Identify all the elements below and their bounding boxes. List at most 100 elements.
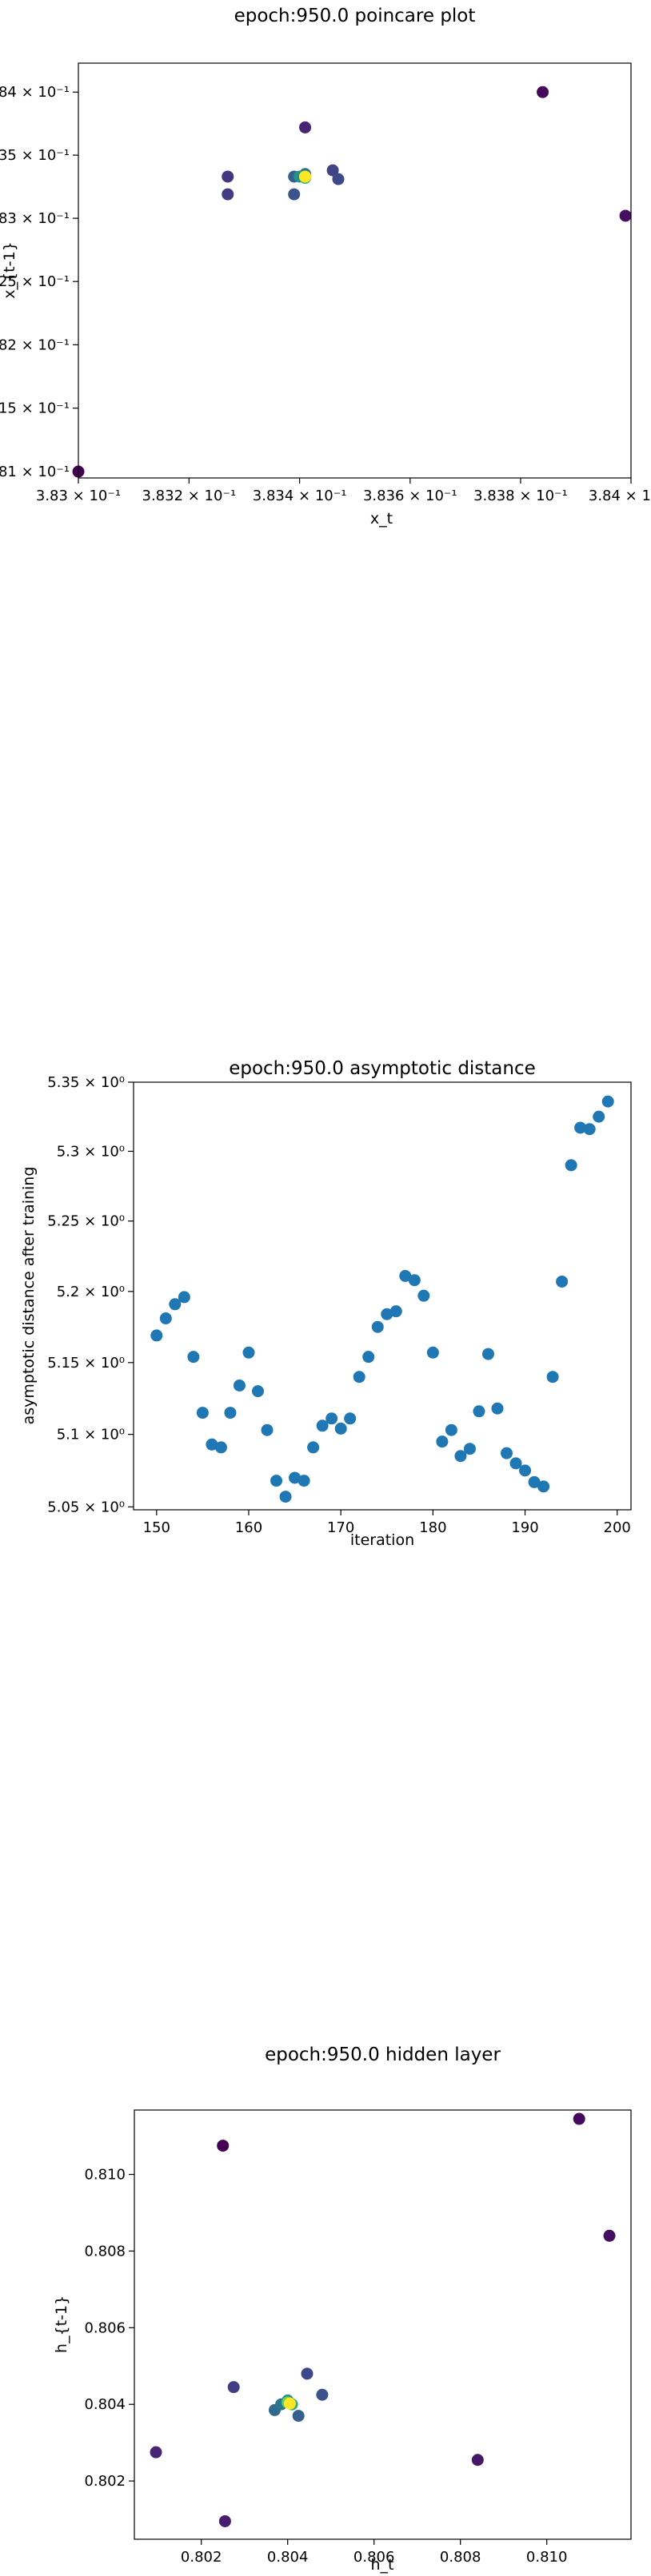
data-point — [196, 1407, 209, 1419]
data-point — [463, 1443, 476, 1455]
data-point — [603, 2229, 616, 2242]
data-point — [270, 1475, 283, 1487]
data-point — [298, 1475, 310, 1487]
data-point — [289, 1471, 302, 1484]
data-point — [206, 1438, 218, 1451]
chart-2: epoch:950.0 asymptotic distance 150 160 170… — [20, 1058, 632, 1549]
data-point — [316, 1419, 329, 1432]
y-tick-label: 0.806 — [84, 2319, 126, 2336]
data-point — [299, 170, 312, 183]
data-point — [601, 1095, 614, 1108]
y-tick-label: 5.2 × 10⁰ — [57, 1284, 125, 1300]
data-point — [187, 1351, 200, 1364]
data-point — [445, 1423, 457, 1436]
data-point — [436, 1435, 449, 1448]
data-point — [509, 1457, 522, 1470]
data-point — [169, 1298, 182, 1311]
data-point — [279, 1491, 292, 1503]
data-point — [242, 1346, 255, 1359]
data-point — [316, 2388, 329, 2401]
data-point — [362, 1351, 375, 1364]
x-tick-label: 3.834 × 10⁻¹ — [253, 488, 347, 504]
chart-3: epoch:950.0 hidden layer 0.802 0.804 0.806 0… — [53, 2044, 632, 2574]
x-tick-label: 3.84 × 10⁻¹ — [589, 488, 651, 504]
data-point — [288, 188, 301, 201]
y-tick-label: 3.82 × 10⁻¹ — [0, 336, 70, 353]
data-point — [619, 209, 632, 222]
data-point — [454, 1450, 467, 1463]
y-tick-label: 3.815 × 10⁻¹ — [0, 400, 70, 417]
data-point — [501, 1447, 513, 1459]
y-tick-label: 5.05 × 10⁰ — [47, 1499, 125, 1515]
chart-1: epoch:950.0 poincare plot 3.83 × 10⁻¹ 3.83… — [0, 6, 651, 528]
y-tick-label: 5.25 × 10⁰ — [47, 1213, 125, 1230]
x-tick-label: 0.810 — [526, 2549, 568, 2566]
data-point — [353, 1371, 365, 1384]
y-tick-label: 3.825 × 10⁻¹ — [0, 273, 70, 290]
data-point — [593, 1110, 605, 1123]
data-point — [426, 1346, 439, 1359]
data-point — [332, 173, 345, 185]
data-point — [150, 1329, 163, 1342]
data-point — [326, 164, 339, 177]
data-point — [214, 1441, 227, 1454]
y-tick-label: 5.35 × 10⁰ — [47, 1074, 125, 1091]
data-point — [537, 1480, 550, 1493]
data-point — [381, 1308, 393, 1320]
x-tick-label: 180 — [419, 1519, 446, 1536]
data-point — [537, 86, 549, 98]
data-point — [528, 1475, 541, 1488]
data-point — [233, 1379, 246, 1392]
x-axis-label: x_t — [370, 510, 393, 528]
data-point — [565, 1159, 577, 1172]
data-point — [573, 2112, 585, 2125]
y-axis-label: x_{t-1} — [1, 241, 18, 298]
x-tick-label: 3.83 × 10⁻¹ — [36, 488, 121, 504]
y-tick-label: 3.835 × 10⁻¹ — [0, 147, 70, 164]
x-tick-label: 200 — [604, 1519, 631, 1536]
x-tick-label: 190 — [511, 1519, 538, 1536]
x-axis-label: iteration — [350, 1531, 414, 1549]
data-point — [491, 1402, 504, 1415]
y-tick-label: 3.84 × 10⁻¹ — [0, 84, 70, 101]
y-tick-label: 5.3 × 10⁰ — [57, 1143, 125, 1160]
plot-frame — [78, 62, 632, 479]
data-point — [292, 2410, 305, 2423]
data-point — [399, 1269, 412, 1282]
chart-title: epoch:950.0 hidden layer — [265, 2044, 501, 2065]
data-point — [344, 1412, 357, 1425]
y-tick-label: 0.810 — [84, 2167, 126, 2184]
plot-frame — [133, 1081, 632, 1511]
y-tick-label: 0.804 — [84, 2396, 126, 2413]
x-tick-label: 0.808 — [440, 2549, 481, 2566]
y-axis-label: asymptotic distance after training — [20, 1167, 38, 1425]
data-point — [326, 1412, 338, 1425]
y-tick-label: 3.81 × 10⁻¹ — [0, 464, 70, 480]
data-point — [178, 1291, 190, 1304]
x-tick-label: 3.832 × 10⁻¹ — [142, 488, 237, 504]
x-tick-label: 0.804 — [267, 2549, 309, 2566]
data-point — [307, 1441, 320, 1454]
y-tick-label: 5.1 × 10⁰ — [57, 1427, 125, 1443]
y-tick-label: 0.802 — [84, 2473, 126, 2490]
data-point — [574, 1121, 587, 1134]
x-axis-label: h_t — [371, 2556, 394, 2574]
y-tick-label: 0.808 — [84, 2243, 126, 2259]
data-point — [408, 1274, 421, 1287]
data-point — [224, 1407, 237, 1419]
chart-title: epoch:950.0 asymptotic distance — [229, 1058, 536, 1079]
x-tick-label: 3.838 × 10⁻¹ — [473, 488, 568, 504]
y-tick-label: 5.15 × 10⁰ — [47, 1355, 125, 1372]
y-axis-label: h_{t-1} — [53, 2295, 70, 2353]
data-point — [252, 1385, 264, 1398]
data-point — [519, 1464, 532, 1477]
data-point — [334, 1422, 347, 1435]
x-tick-label: 0.802 — [181, 2549, 222, 2566]
x-tick-label: 0.806 — [353, 2549, 395, 2566]
data-point — [222, 188, 234, 201]
data-point — [218, 2514, 231, 2527]
data-point — [473, 1405, 485, 1418]
data-point — [481, 1348, 494, 1360]
data-point — [261, 1423, 274, 1436]
data-point — [299, 121, 312, 133]
